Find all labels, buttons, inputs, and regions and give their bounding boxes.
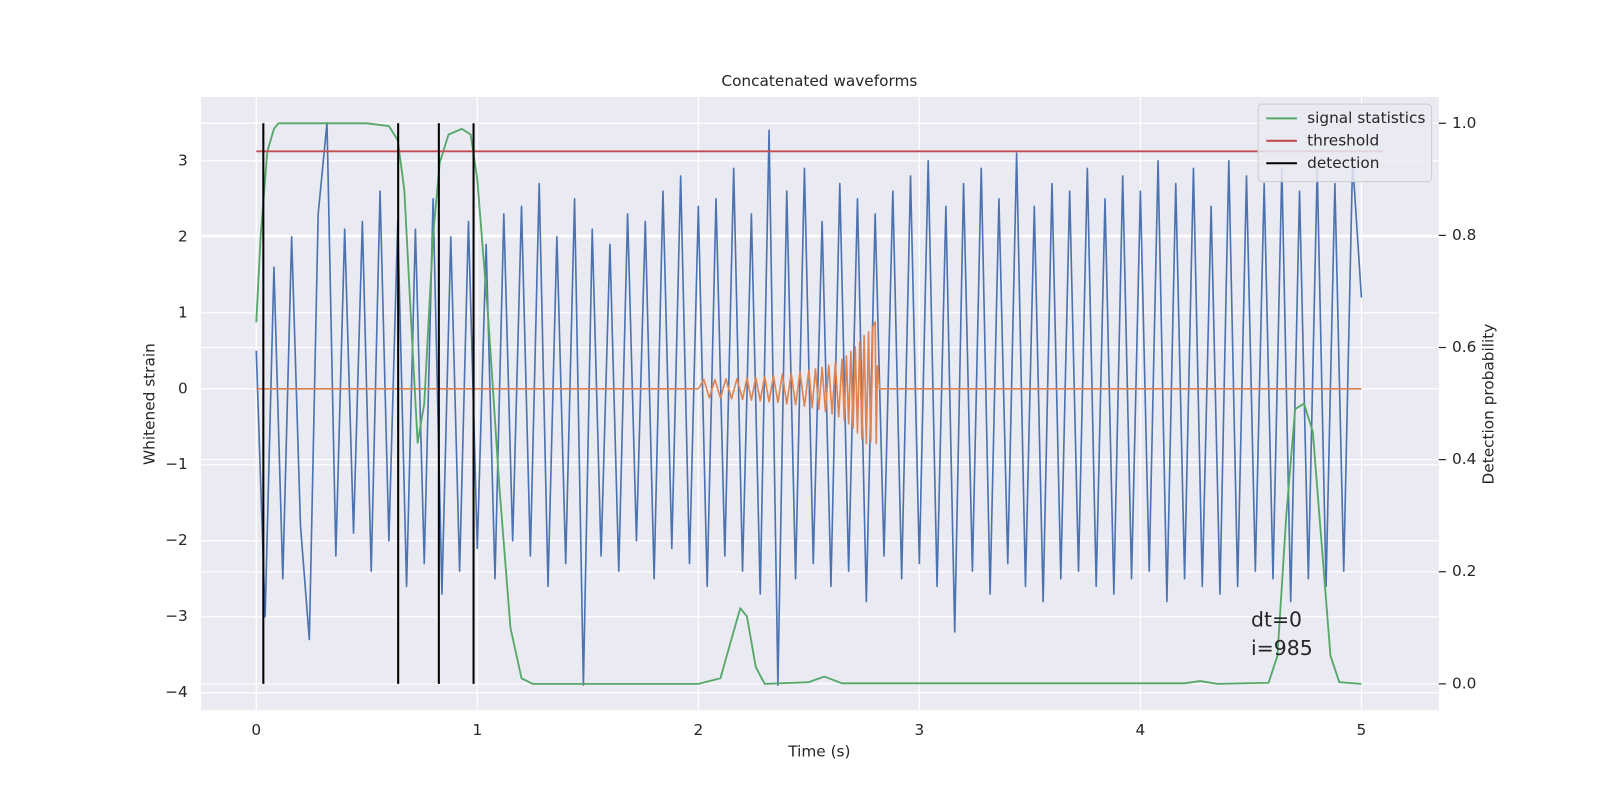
- x-axis-label: Time (s): [787, 743, 850, 761]
- series-line: [255, 121, 1363, 686]
- y-tick-label: 3: [178, 151, 188, 169]
- legend-box: [1257, 103, 1433, 183]
- y-tick-label: −1: [165, 455, 188, 473]
- series-line: [256, 321, 1362, 445]
- y-tick-label: 0: [178, 379, 188, 397]
- y2-tick-label: 0.4: [1452, 450, 1476, 468]
- y-tick-label: 1: [178, 303, 188, 321]
- y2-tick-label: 0.8: [1452, 226, 1476, 244]
- y2-tick-label: 0.2: [1452, 562, 1476, 580]
- annotation: i=985: [1251, 636, 1313, 660]
- y2-tick-label: 0.0: [1452, 674, 1476, 692]
- annotation: dt=0: [1251, 607, 1302, 631]
- legend-label: detection: [1307, 154, 1379, 172]
- marks: [255, 121, 1384, 686]
- y2-tick-label: 1.0: [1452, 114, 1476, 132]
- x-tick-label: 3: [914, 721, 924, 739]
- y-tick-label: 2: [178, 227, 188, 245]
- y-tick-label: −4: [165, 683, 188, 701]
- chart-title: Concatenated waveforms: [721, 72, 917, 90]
- y-tick-label: −2: [165, 531, 188, 549]
- y-axis-label: Whitened strain: [141, 343, 159, 465]
- x-tick-label: 1: [472, 721, 482, 739]
- labels: 0 1 2 3 4 5 −4 −3 −2 −1 0 1 2 3 0.0 0.2 0.4 0.6 0.8 1.0 dt=0…: [165, 103, 1476, 739]
- y2-axis-label: Detection probability: [1479, 324, 1497, 485]
- x-tick-label: 4: [1136, 721, 1146, 739]
- legend-label: threshold: [1307, 131, 1379, 149]
- x-tick-label: 5: [1357, 721, 1367, 739]
- x-tick-label: 2: [693, 721, 703, 739]
- series-line: [255, 122, 1362, 685]
- y2-tick-label: 0.6: [1452, 338, 1476, 356]
- y-tick-label: −3: [165, 607, 188, 625]
- x-tick-label: 0: [251, 721, 261, 739]
- legend-label: signal statistics: [1307, 109, 1425, 127]
